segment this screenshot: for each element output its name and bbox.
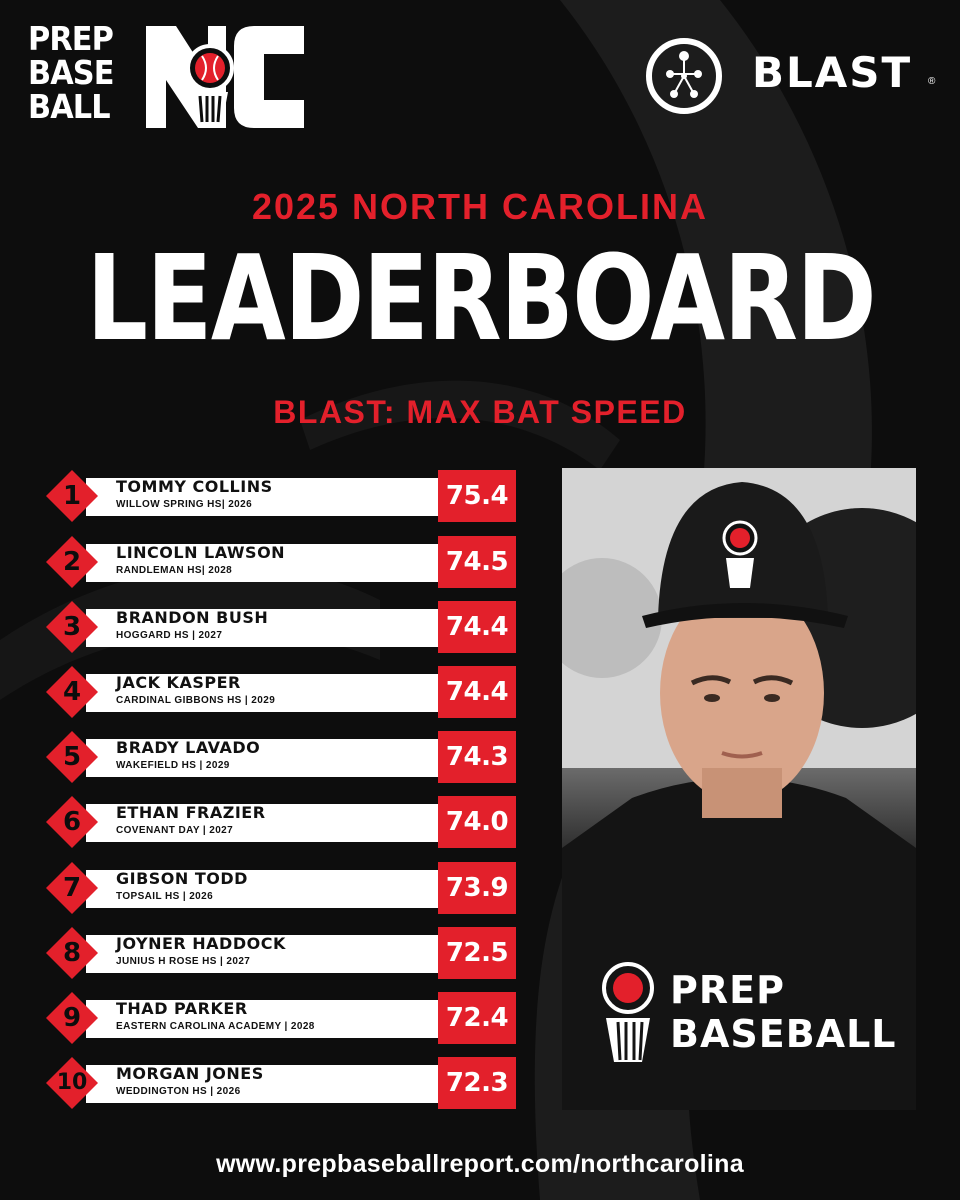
rank-number: 6 (62, 807, 82, 837)
bat-speed-score: 74.3 (445, 742, 509, 772)
player-name: TOMMY COLLINS (116, 477, 273, 496)
rank-number: 8 (62, 938, 82, 968)
name-bar (86, 478, 478, 516)
player-school: JUNIUS H ROSE HS | 2027 (116, 956, 251, 967)
player-school: WAKEFIELD HS | 2029 (116, 760, 230, 771)
player-school: EASTERN CAROLINA ACADEMY | 2028 (116, 1021, 315, 1032)
prep-baseball-nc-logo: PREP BASE BALL (28, 18, 304, 136)
score-box (438, 536, 516, 588)
leaderboard-row: 8 JOYNER HADDOCK JUNIUS H ROSE HS | 2027… (44, 925, 518, 981)
player-name: BRADY LAVADO (116, 738, 261, 757)
rank-badge: 8 (44, 925, 100, 981)
bat-speed-score: 73.9 (445, 873, 509, 903)
wordmark-line-3: BALL (28, 87, 111, 126)
score-box (438, 796, 516, 848)
rank-number: 1 (62, 481, 82, 511)
leaderboard-row: 7 GIBSON TODD TOPSAIL HS | 2026 73.9 (44, 860, 518, 916)
score-box (438, 731, 516, 783)
name-bar (86, 1065, 478, 1103)
name-bar (86, 739, 478, 777)
name-bar (86, 870, 478, 908)
name-bar (86, 609, 478, 647)
photo-illustration (562, 468, 916, 1110)
name-bar (86, 935, 478, 973)
score-box (438, 601, 516, 653)
player-school: RANDLEMAN HS| 2028 (116, 565, 233, 576)
bat-speed-score: 72.5 (445, 938, 509, 968)
player-school: CARDINAL GIBBONS HS | 2029 (116, 695, 276, 706)
score-box (438, 1057, 516, 1109)
wordmark-line-1: PREP (28, 19, 114, 58)
shirt-wordmark: PREP BASEBALL (670, 968, 897, 1056)
rank-badge: 4 (44, 664, 100, 720)
wordmark-line-2: BASE (28, 53, 114, 92)
leaderboard-row: 3 BRANDON BUSH HOGGARD HS | 2027 74.4 (44, 599, 518, 655)
leaderboard-row: 9 THAD PARKER EASTERN CAROLINA ACADEMY |… (44, 990, 518, 1046)
name-bar (86, 804, 478, 842)
bat-speed-score: 74.4 (445, 612, 509, 642)
score-box (438, 992, 516, 1044)
name-bar (86, 1000, 478, 1038)
player-school: COVENANT DAY | 2027 (116, 825, 234, 836)
rank-badge: 2 (44, 534, 100, 590)
shirt-line-2: BASEBALL (670, 1012, 897, 1056)
name-bar (86, 544, 478, 582)
season-subtitle: 2025 NORTH CAROLINA (251, 186, 709, 227)
page-title: LEADERBOARD (86, 229, 876, 367)
leaderboard-row: 5 BRADY LAVADO WAKEFIELD HS | 2029 74.3 (44, 729, 518, 785)
blast-icon (646, 38, 722, 114)
player-name: JACK KASPER (116, 673, 241, 692)
blast-logo: BLAST ® (644, 36, 944, 116)
rank-number: 7 (62, 873, 82, 903)
score-box (438, 470, 516, 522)
bat-speed-score: 74.0 (445, 807, 509, 837)
leaderboard-row: 1 TOMMY COLLINS WILLOW SPRING HS| 2026 7… (44, 468, 518, 524)
player-name: ETHAN FRAZIER (116, 803, 266, 822)
rank-number: 2 (62, 547, 82, 577)
rank-badge: 1 (44, 468, 100, 524)
rank-badge: 9 (44, 990, 100, 1046)
player-school: HOGGARD HS | 2027 (116, 630, 223, 641)
player-school: TOPSAIL HS | 2026 (116, 891, 214, 902)
bat-speed-score: 72.4 (445, 1003, 509, 1033)
player-name: JOYNER HADDOCK (116, 934, 286, 953)
rank-badge: 10 (44, 1055, 100, 1111)
player-photo: PREP BASEBALL (562, 468, 916, 1110)
metric-subtitle: BLAST: MAX BAT SPEED (273, 394, 687, 430)
shirt-line-1: PREP (670, 968, 785, 1012)
player-school: WEDDINGTON HS | 2026 (116, 1086, 241, 1097)
nc-state-mark (146, 26, 304, 128)
player-name: MORGAN JONES (116, 1064, 264, 1083)
player-name: BRANDON BUSH (116, 608, 269, 627)
rank-number: 5 (62, 742, 82, 772)
rank-badge: 7 (44, 860, 100, 916)
footer-url[interactable]: www.prepbaseballreport.com/northcarolina (216, 1150, 744, 1178)
player-name: GIBSON TODD (116, 869, 248, 888)
leaderboard-row: 10 MORGAN JONES WEDDINGTON HS | 2026 72.… (44, 1055, 518, 1111)
player-school: WILLOW SPRING HS| 2026 (116, 499, 253, 510)
rank-badge: 6 (44, 794, 100, 850)
score-box (438, 666, 516, 718)
registered-mark: ® (928, 76, 936, 87)
bat-speed-score: 74.5 (445, 547, 509, 577)
player-name: THAD PARKER (116, 999, 248, 1018)
leaderboard-row: 4 JACK KASPER CARDINAL GIBBONS HS | 2029… (44, 664, 518, 720)
bat-speed-score: 75.4 (445, 481, 509, 511)
prep-baseball-wordmark: PREP BASE BALL (28, 22, 121, 124)
score-box (438, 862, 516, 914)
score-box (438, 927, 516, 979)
leaderboard-row: 6 ETHAN FRAZIER COVENANT DAY | 2027 74.0 (44, 794, 518, 850)
blast-wordmark: BLAST (752, 48, 913, 97)
name-bar (86, 674, 478, 712)
bat-speed-score: 74.4 (445, 677, 509, 707)
leaderboard-row: 2 LINCOLN LAWSON RANDLEMAN HS| 2028 74.5 (44, 534, 518, 590)
rank-number: 3 (62, 612, 82, 642)
rank-badge: 3 (44, 599, 100, 655)
player-name: LINCOLN LAWSON (116, 543, 286, 562)
rank-number: 4 (62, 677, 82, 707)
rank-badge: 5 (44, 729, 100, 785)
rank-number: 10 (56, 1070, 88, 1095)
rank-number: 9 (62, 1003, 82, 1033)
bat-speed-score: 72.3 (445, 1068, 509, 1098)
